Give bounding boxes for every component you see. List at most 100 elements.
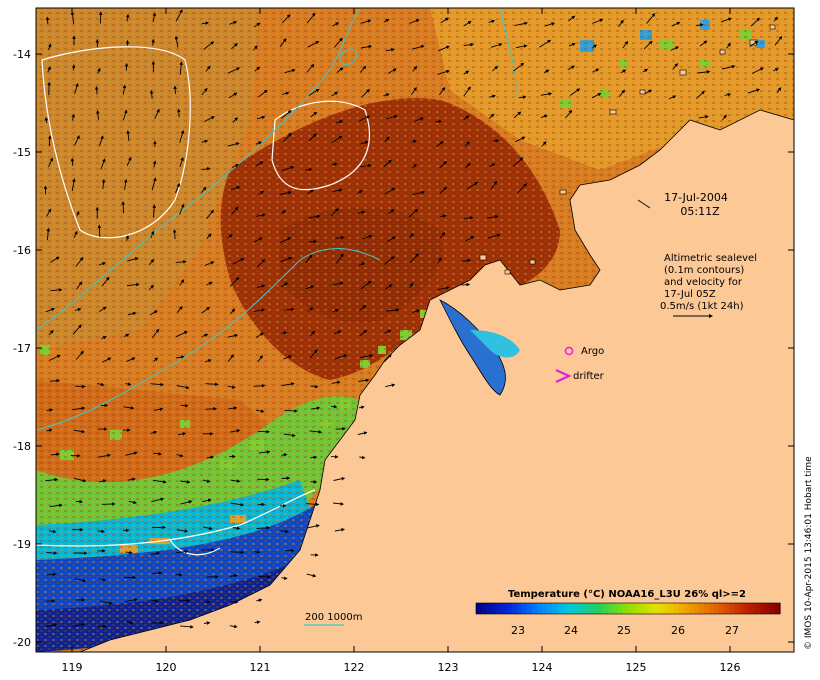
velocity-arrow bbox=[230, 479, 241, 483]
velocity-arrow bbox=[73, 429, 86, 434]
velocity-arrow bbox=[517, 183, 528, 194]
velocity-arrow bbox=[201, 21, 210, 25]
colorbar-segment bbox=[516, 603, 523, 614]
colorbar-tick: 23 bbox=[511, 624, 525, 637]
velocity-arrow bbox=[206, 209, 215, 219]
velocity-arrow bbox=[151, 571, 163, 575]
velocity-arrow bbox=[515, 44, 528, 49]
velocity-arrow bbox=[229, 277, 240, 287]
colorbar-segment bbox=[506, 603, 513, 614]
lon-tick-label: 121 bbox=[250, 661, 271, 674]
velocity-arrow bbox=[309, 349, 318, 359]
credit-text: © IMOS 10-Apr-2015 13:46:01 Hobart time bbox=[804, 456, 814, 650]
velocity-arrow bbox=[97, 67, 101, 74]
colorbar-segment bbox=[754, 603, 761, 614]
velocity-arrow bbox=[281, 476, 291, 480]
velocity-arrow bbox=[175, 355, 185, 359]
velocity-arrow bbox=[50, 288, 63, 292]
velocity-arrow bbox=[202, 526, 213, 531]
velocity-arrow bbox=[258, 89, 268, 98]
velocity-arrow bbox=[438, 86, 446, 96]
velocity-arrow bbox=[280, 282, 289, 288]
velocity-arrow bbox=[622, 40, 629, 49]
velocity-arrow bbox=[463, 115, 470, 120]
velocity-arrow bbox=[773, 16, 778, 22]
velocity-arrow bbox=[101, 178, 106, 190]
velocity-arrow bbox=[232, 526, 241, 530]
colorbar-segment bbox=[714, 603, 720, 614]
velocity-arrow bbox=[175, 549, 189, 554]
velocity-arrow bbox=[386, 308, 400, 312]
colorbar-segment bbox=[521, 603, 528, 614]
colorbar-segment bbox=[744, 603, 751, 614]
velocity-arrow bbox=[643, 40, 653, 50]
velocity-arrow bbox=[72, 406, 86, 411]
velocity-arrow bbox=[774, 35, 783, 46]
velocity-arrow bbox=[695, 23, 704, 27]
colorbar-segment bbox=[704, 603, 710, 614]
velocity-arrow bbox=[331, 404, 338, 409]
colorbar-segment bbox=[653, 603, 659, 614]
velocity-arrow bbox=[721, 64, 736, 70]
colorbar-segment bbox=[698, 603, 705, 614]
velocity-arrow bbox=[150, 430, 158, 435]
velocity-arrow bbox=[279, 190, 292, 195]
colorbar-segment bbox=[617, 603, 624, 614]
velocity-arrow bbox=[154, 108, 160, 119]
velocity-arrow bbox=[227, 142, 240, 147]
velocity-arrow bbox=[97, 529, 106, 534]
velocity-arrow bbox=[47, 43, 52, 51]
velocity-arrow bbox=[618, 19, 624, 27]
velocity-arrow bbox=[124, 62, 129, 71]
velocity-arrow bbox=[151, 497, 165, 503]
velocity-arrow bbox=[255, 409, 265, 413]
velocity-arrow bbox=[463, 70, 470, 75]
velocity-arrow bbox=[256, 598, 263, 603]
velocity-arrow bbox=[387, 68, 397, 74]
lon-tick-label: 120 bbox=[156, 661, 177, 674]
velocity-arrow bbox=[202, 479, 211, 483]
velocity-arrow bbox=[73, 477, 87, 483]
velocity-arrow bbox=[385, 383, 396, 388]
velocity-arrow bbox=[280, 529, 289, 534]
velocity-arrow bbox=[540, 92, 553, 96]
lat-tick-label: -20 bbox=[13, 636, 31, 649]
velocity-arrow bbox=[306, 524, 320, 529]
velocity-arrow bbox=[231, 206, 239, 215]
velocity-arrow bbox=[334, 528, 345, 532]
velocity-arrow bbox=[331, 162, 338, 167]
colorbar-segment bbox=[683, 603, 690, 614]
velocity-arrow bbox=[331, 380, 341, 385]
colorbar-segment bbox=[481, 603, 487, 614]
velocity-arrow bbox=[386, 114, 398, 120]
velocity-arrow bbox=[177, 108, 181, 118]
velocity-arrow bbox=[229, 308, 236, 315]
velocity-arrow bbox=[149, 90, 154, 99]
velocity-arrow bbox=[45, 477, 59, 482]
velocity-arrow bbox=[464, 141, 471, 147]
velocity-arrow bbox=[439, 232, 446, 239]
velocity-arrow bbox=[541, 141, 547, 147]
lon-axis: 119 120 121 122 123 124 125 126 bbox=[62, 661, 741, 674]
colorbar-segment bbox=[567, 603, 573, 614]
velocity-arrow bbox=[383, 159, 392, 168]
velocity-arrow bbox=[175, 182, 180, 193]
velocity-arrow bbox=[45, 307, 55, 313]
velocity-arrow bbox=[94, 86, 99, 95]
velocity-arrow bbox=[747, 88, 761, 94]
velocity-arrow bbox=[618, 89, 626, 98]
velocity-arrow bbox=[176, 529, 189, 533]
velocity-arrow bbox=[514, 21, 528, 27]
velocity-arrow bbox=[518, 95, 527, 99]
velocity-arrow bbox=[359, 354, 374, 358]
axis-ticks bbox=[36, 8, 794, 652]
velocity-arrow bbox=[280, 256, 293, 263]
velocity-arrow bbox=[668, 95, 677, 100]
colorbar-segment bbox=[749, 603, 756, 614]
velocity-arrow bbox=[646, 13, 656, 24]
velocity-arrow bbox=[461, 282, 471, 287]
velocity-arrow bbox=[331, 135, 343, 144]
velocity-arrow bbox=[567, 65, 575, 71]
velocity-arrow bbox=[358, 262, 366, 267]
